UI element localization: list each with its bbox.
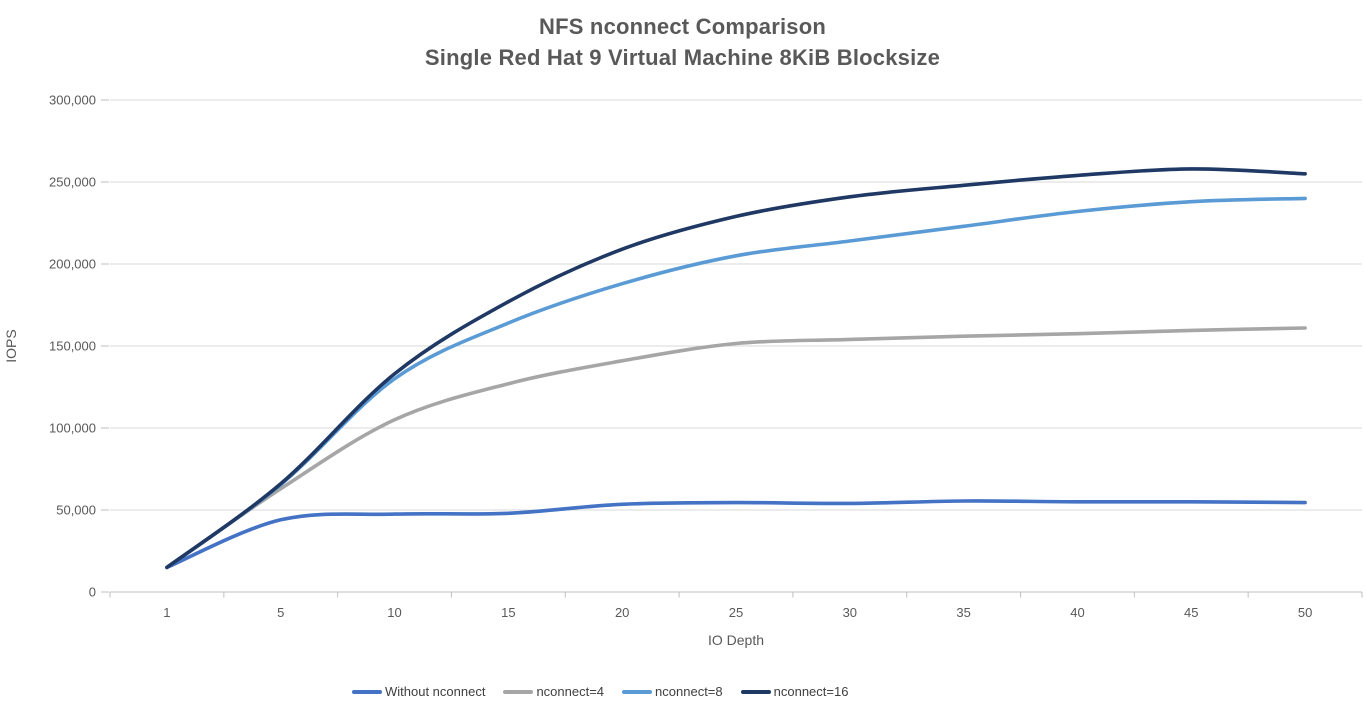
x-axis-label: 15 [501,605,515,620]
y-axis-label: 50,000 [56,503,96,518]
x-axis-label: 1 [163,605,170,620]
y-axis-label: 250,000 [49,175,96,190]
chart-title-line-2: Single Red Hat 9 Virtual Machine 8KiB Bl… [424,45,941,70]
legend: Without nconnect nconnect=4 nconnect=8 ncon… [352,684,848,699]
series-line-nconnect-4 [165,326,1307,570]
x-axis-title: IO Depth [708,632,764,648]
plot-area: 0 50,000 100,000 150,000 200,000 250,000 300,0… [3,93,1363,648]
x-axis-label: 50 [1298,605,1312,620]
y-axis-label: 100,000 [49,421,96,436]
legend-swatch-icon-without-nconnect [352,689,382,694]
x-axis-label: 10 [387,605,401,620]
series-line-nconnect-8 [165,196,1307,570]
legend-label-without-nconnect: Without nconnect [385,684,486,699]
series-line-without-nconnect [165,499,1307,570]
chart-title: NFS nconnect Comparison Single Red Hat 9… [0,11,1365,73]
y-axis-label: 0 [89,585,96,600]
x-axis-label: 25 [729,605,743,620]
y-axis-label: 150,000 [49,339,96,354]
y-axis-label: 200,000 [49,257,96,272]
legend-entry-without-nconnect: Without nconnect [352,684,485,699]
legend-swatch-icon-nconnect-4 [503,689,534,694]
x-axis-label: 40 [1070,605,1084,620]
x-axis-label: 20 [615,605,629,620]
legend-entry-nconnect-4: nconnect=4 [503,684,604,699]
chart-title-line-1: NFS nconnect Comparison [539,14,826,39]
legend-swatch-icon-nconnect-8 [622,689,653,694]
legend-entry-nconnect-16: nconnect=16 [740,684,849,699]
legend-label-nconnect-16: nconnect=16 [773,684,849,699]
series-line-nconnect-16 [165,167,1307,570]
legend-label-nconnect-8: nconnect=8 [655,684,723,699]
y-axis-title: IOPS [3,329,19,362]
legend-label-nconnect-4: nconnect=4 [536,684,605,699]
legend-entry-nconnect-8: nconnect=8 [622,684,723,699]
x-axis-label: 45 [1184,605,1198,620]
x-axis-label: 30 [843,605,857,620]
y-axis-label: 300,000 [49,93,96,108]
x-axis-label: 35 [956,605,970,620]
x-axis-label: 5 [277,605,284,620]
legend-swatch-icon-nconnect-16 [740,689,771,694]
